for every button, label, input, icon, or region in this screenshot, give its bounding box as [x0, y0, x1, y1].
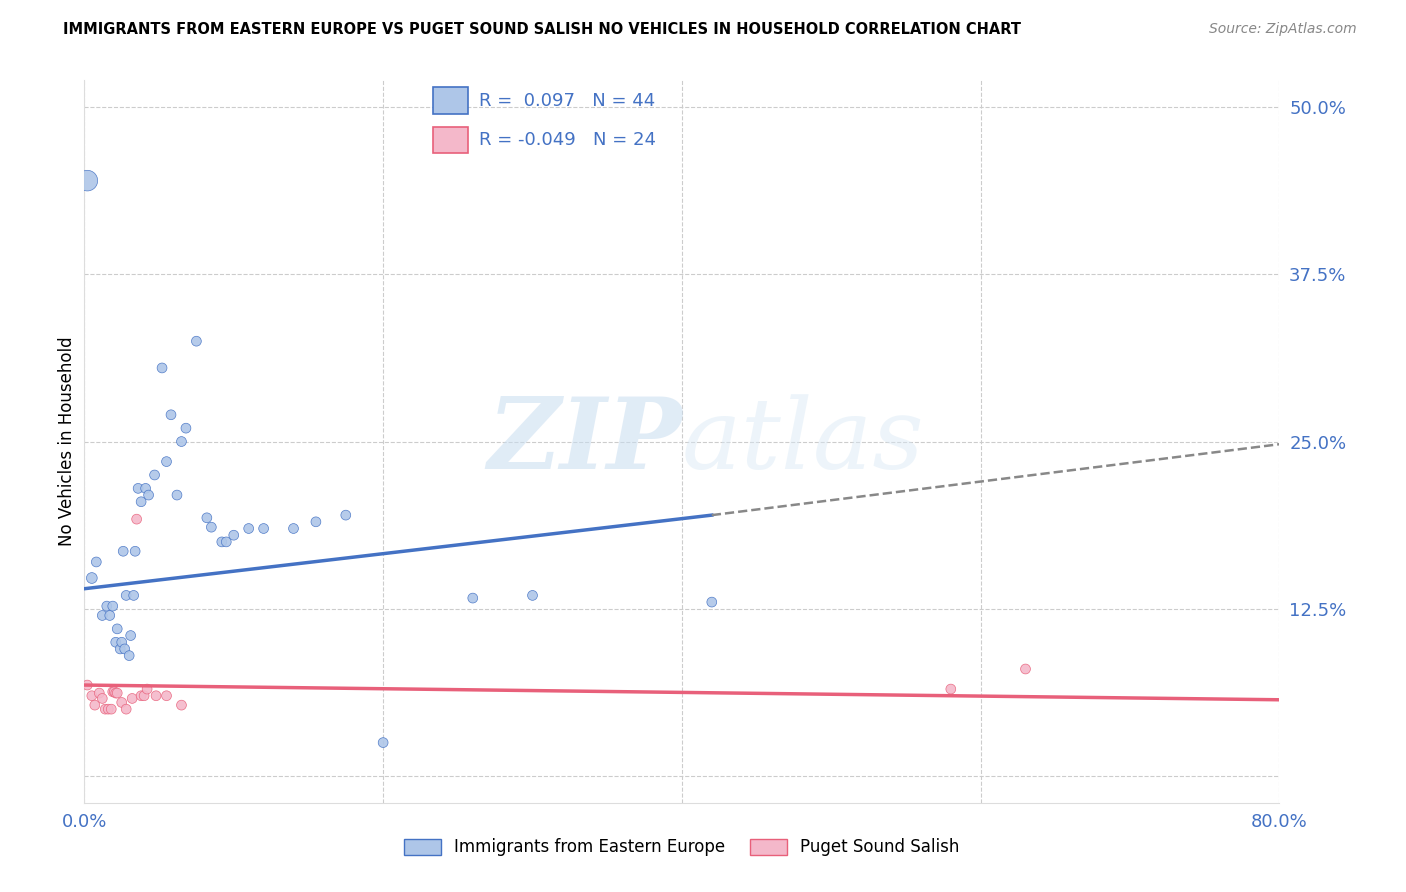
Point: [211, 535, 233, 549]
Text: Source: ZipAtlas.com: Source: ZipAtlas.com: [1209, 22, 1357, 37]
Point: [143, 467, 166, 482]
Point: [111, 696, 134, 710]
Point: [160, 408, 183, 422]
Point: [238, 521, 260, 535]
Point: [253, 521, 276, 535]
Point: [83, 698, 105, 712]
Point: [91, 691, 114, 706]
Point: [101, 599, 124, 614]
Point: [166, 488, 188, 502]
Point: [112, 544, 135, 558]
Point: [170, 698, 193, 712]
Point: [104, 686, 127, 700]
Point: [91, 608, 114, 623]
Text: ZIP: ZIP: [486, 393, 682, 490]
FancyBboxPatch shape: [433, 87, 468, 114]
Point: [103, 685, 125, 699]
Text: IMMIGRANTS FROM EASTERN EUROPE VS PUGET SOUND SALISH NO VEHICLES IN HOUSEHOLD CO: IMMIGRANTS FROM EASTERN EUROPE VS PUGET …: [63, 22, 1021, 37]
Point: [373, 735, 395, 749]
Point: [150, 361, 173, 376]
Point: [145, 689, 167, 703]
Point: [100, 702, 122, 716]
Point: [283, 521, 305, 535]
Point: [118, 648, 141, 663]
Point: [335, 508, 357, 523]
Point: [200, 520, 222, 534]
Point: [115, 589, 138, 603]
Point: [76, 174, 98, 188]
Point: [129, 494, 152, 508]
Point: [120, 629, 142, 643]
Point: [110, 642, 132, 657]
Point: [305, 515, 328, 529]
Point: [129, 689, 152, 703]
Point: [86, 555, 108, 569]
Point: [135, 482, 157, 496]
Point: [215, 535, 238, 549]
Point: [114, 642, 136, 657]
Point: [76, 678, 98, 692]
Point: [89, 686, 111, 700]
Text: R =  0.097   N = 44: R = 0.097 N = 44: [479, 92, 655, 110]
FancyBboxPatch shape: [433, 127, 468, 153]
Point: [80, 571, 103, 585]
Point: [461, 591, 484, 606]
Point: [155, 455, 177, 469]
Point: [94, 702, 117, 716]
Point: [132, 689, 156, 703]
Text: atlas: atlas: [682, 394, 925, 489]
Point: [105, 686, 128, 700]
Point: [101, 685, 124, 699]
Point: [1014, 662, 1036, 676]
Point: [105, 622, 128, 636]
Point: [98, 608, 121, 623]
Point: [115, 702, 138, 716]
Point: [96, 599, 118, 614]
Point: [186, 334, 208, 349]
Point: [170, 434, 193, 449]
Point: [700, 595, 723, 609]
Point: [138, 488, 160, 502]
Y-axis label: No Vehicles in Household: No Vehicles in Household: [58, 336, 76, 547]
Point: [127, 482, 149, 496]
Point: [121, 691, 143, 706]
Point: [522, 589, 544, 603]
Point: [104, 635, 127, 649]
Point: [111, 635, 134, 649]
Point: [174, 421, 197, 435]
Point: [97, 702, 120, 716]
Point: [125, 512, 148, 526]
Point: [122, 589, 145, 603]
Point: [939, 681, 962, 696]
Point: [195, 510, 218, 524]
Point: [136, 681, 159, 696]
Point: [80, 689, 103, 703]
Point: [155, 689, 177, 703]
Point: [124, 544, 146, 558]
Point: [222, 528, 245, 542]
Legend: Immigrants from Eastern Europe, Puget Sound Salish: Immigrants from Eastern Europe, Puget So…: [398, 831, 966, 863]
Text: R = -0.049   N = 24: R = -0.049 N = 24: [479, 131, 657, 149]
